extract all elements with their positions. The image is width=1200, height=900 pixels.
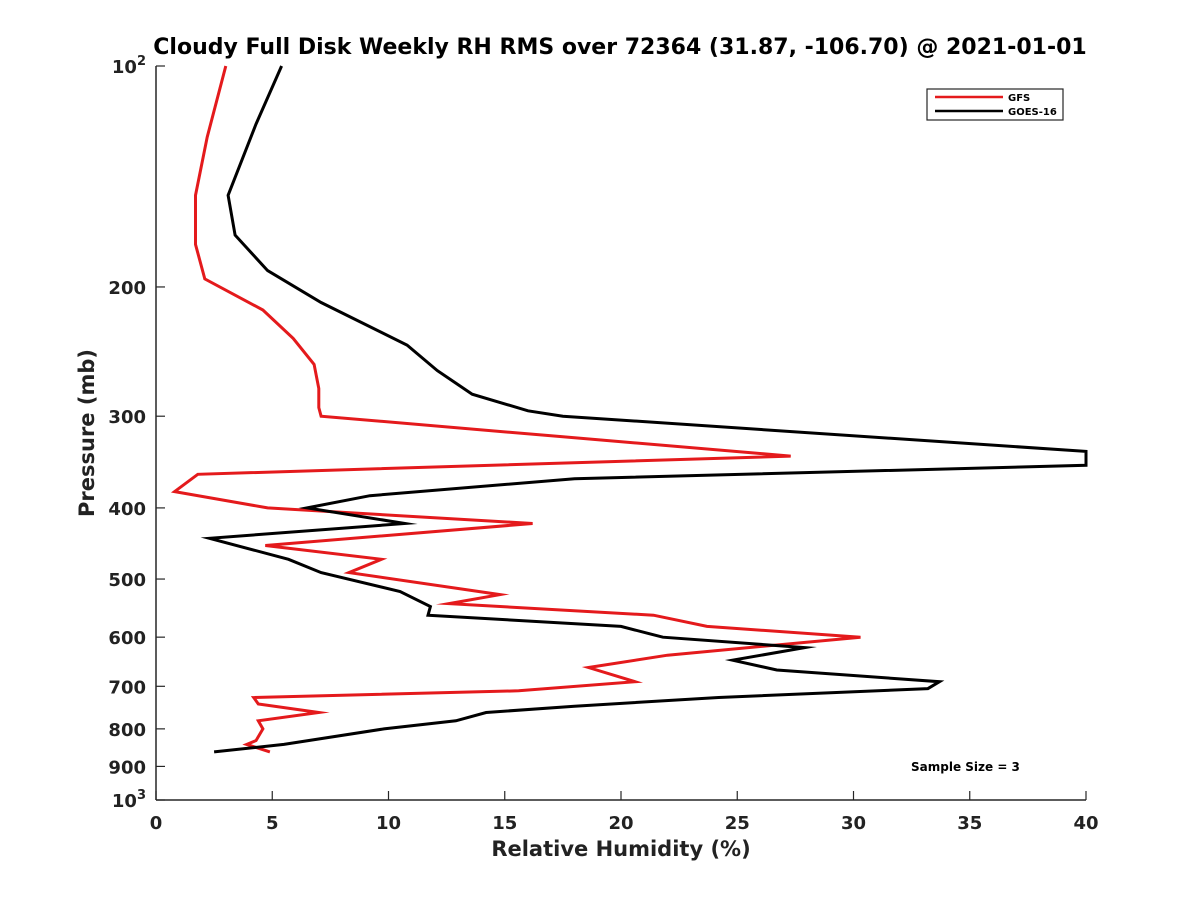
x-tick-label: 10 xyxy=(376,813,401,834)
y-axis-label: Pressure (mb) xyxy=(75,349,99,517)
legend-box xyxy=(926,88,1064,121)
plot-frame xyxy=(156,66,1086,800)
sample-size-annotation: Sample Size = 3 xyxy=(911,760,1020,774)
y-tick-exponent: 3 xyxy=(137,788,146,803)
x-tick-label: 15 xyxy=(492,813,517,834)
y-tick-base: 10 xyxy=(112,57,137,78)
x-tick-label: 5 xyxy=(266,813,279,834)
y-tick-label: 800 xyxy=(108,720,146,741)
x-tick-label: 20 xyxy=(608,813,633,834)
series-layer xyxy=(170,65,1088,754)
x-axis-label: Relative Humidity (%) xyxy=(491,837,750,861)
y-tick-base: 10 xyxy=(112,791,137,812)
y-tick-exponent: 2 xyxy=(137,54,146,69)
x-ticks: 0 5 10 15 20 25 30 35 40 xyxy=(150,791,1099,834)
y-tick-label: 103 xyxy=(112,788,146,812)
y-tick-label: 700 xyxy=(108,677,146,698)
x-tick-label: 40 xyxy=(1073,813,1098,834)
legend: GFS GOES-16 xyxy=(926,88,1064,121)
series-line-goes16 xyxy=(200,65,1088,754)
plot-area: 0 5 10 15 20 25 30 35 40 10220030040050060070080… xyxy=(108,54,1098,834)
y-tick-label: 500 xyxy=(108,570,146,591)
x-tick-label: 35 xyxy=(957,813,982,834)
y-tick-label: 200 xyxy=(108,278,146,299)
legend-label-gfs: GFS xyxy=(1008,93,1030,104)
x-tick-label: 0 xyxy=(150,813,163,834)
chart-title: Cloudy Full Disk Weekly RH RMS over 7236… xyxy=(153,35,1086,60)
y-tick-label: 102 xyxy=(112,54,146,78)
y-tick-label: 600 xyxy=(108,628,146,649)
y-tick-label: 300 xyxy=(108,407,146,428)
x-tick-label: 25 xyxy=(725,813,750,834)
legend-label-goes16: GOES-16 xyxy=(1008,107,1057,118)
y-tick-label: 400 xyxy=(108,499,146,520)
x-tick-label: 30 xyxy=(841,813,866,834)
y-tick-label: 900 xyxy=(108,757,146,778)
series-line-gfs xyxy=(170,65,861,754)
